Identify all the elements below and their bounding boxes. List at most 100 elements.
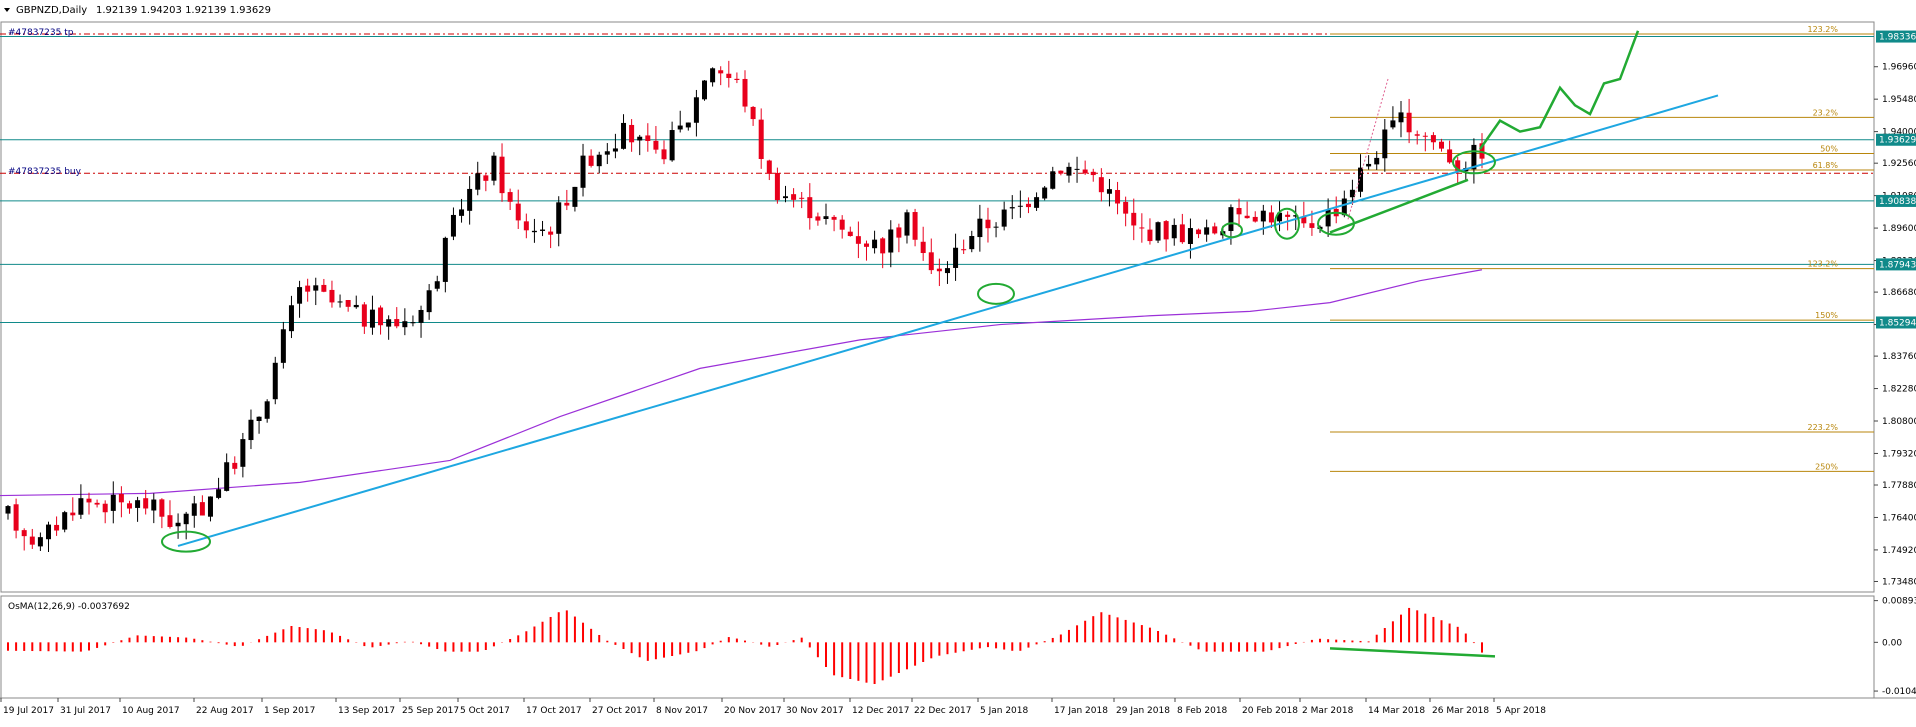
candle[interactable] [1196, 228, 1202, 239]
candle[interactable] [467, 176, 473, 225]
candle[interactable] [774, 167, 780, 204]
candle[interactable] [1098, 168, 1104, 202]
candle[interactable] [782, 185, 788, 203]
candle[interactable] [305, 278, 311, 302]
candle[interactable] [872, 230, 878, 254]
candle[interactable] [386, 315, 392, 340]
candle[interactable] [961, 239, 967, 255]
candle[interactable] [863, 240, 869, 261]
candle[interactable] [855, 221, 861, 259]
candle[interactable] [604, 143, 610, 165]
candle[interactable] [499, 143, 505, 202]
candle[interactable] [151, 493, 157, 524]
candle[interactable] [766, 159, 772, 181]
candle[interactable] [1398, 101, 1404, 138]
candle[interactable] [969, 230, 975, 253]
candle[interactable] [548, 226, 554, 249]
candle[interactable] [78, 484, 84, 519]
candle[interactable] [1058, 170, 1064, 176]
candle[interactable] [1123, 196, 1129, 227]
candle[interactable] [1390, 106, 1396, 130]
candle[interactable] [944, 261, 950, 284]
highlight-ellipse[interactable] [1274, 207, 1300, 240]
menu-triangle-icon[interactable] [4, 8, 10, 12]
candle[interactable] [94, 499, 100, 508]
candle[interactable] [953, 233, 959, 281]
candle[interactable] [5, 504, 11, 520]
candle[interactable] [572, 186, 578, 212]
candle[interactable] [313, 277, 319, 306]
candle[interactable] [126, 500, 132, 514]
moving-average-line[interactable] [0, 269, 1483, 497]
candle[interactable] [888, 220, 894, 268]
candle[interactable] [1236, 198, 1242, 227]
candle[interactable] [410, 315, 416, 327]
candle[interactable] [847, 226, 853, 237]
candle[interactable] [288, 295, 294, 339]
candle[interactable] [993, 222, 999, 238]
candle[interactable] [272, 356, 278, 405]
candle[interactable] [45, 521, 51, 553]
candle[interactable] [1447, 140, 1453, 164]
candle[interactable] [183, 511, 189, 540]
candle[interactable] [1171, 218, 1177, 246]
highlight-ellipse[interactable] [1452, 150, 1496, 175]
candle[interactable] [677, 110, 683, 133]
candle[interactable] [1260, 204, 1266, 235]
highlight-ellipse[interactable] [977, 282, 1015, 305]
candle[interactable] [62, 510, 68, 533]
candle[interactable] [256, 416, 262, 434]
candle[interactable] [839, 215, 845, 239]
candle[interactable] [361, 302, 367, 334]
candle[interactable] [750, 106, 756, 126]
highlight-ellipse[interactable] [1221, 222, 1243, 239]
candle[interactable] [1163, 220, 1169, 252]
candle[interactable] [483, 174, 489, 192]
candle[interactable] [685, 122, 691, 131]
candle[interactable] [556, 196, 562, 247]
candle[interactable] [1131, 198, 1137, 241]
candle[interactable] [588, 149, 594, 168]
candle[interactable] [264, 399, 270, 423]
candle[interactable] [175, 513, 181, 539]
candle[interactable] [1179, 213, 1185, 244]
candle[interactable] [1082, 160, 1088, 175]
candle[interactable] [742, 70, 748, 113]
candle[interactable] [1406, 98, 1412, 144]
candle[interactable] [977, 204, 983, 252]
candle[interactable] [564, 189, 570, 211]
candle[interactable] [1471, 138, 1477, 184]
candle[interactable] [1050, 166, 1056, 190]
candle[interactable] [1212, 222, 1218, 235]
candle[interactable] [621, 114, 627, 150]
candle[interactable] [1187, 218, 1193, 259]
candle[interactable] [831, 215, 837, 232]
candle[interactable] [669, 121, 675, 162]
candle[interactable] [280, 321, 286, 369]
candle[interactable] [653, 126, 659, 154]
candle[interactable] [199, 495, 205, 516]
candle[interactable] [1115, 181, 1121, 215]
candle[interactable] [232, 456, 238, 475]
candle[interactable] [353, 295, 359, 309]
candle[interactable] [523, 213, 529, 239]
candle[interactable] [13, 498, 19, 539]
candle[interactable] [1422, 132, 1428, 152]
candle[interactable] [645, 123, 651, 152]
candle[interactable] [815, 212, 821, 226]
highlight-ellipse[interactable] [161, 530, 211, 553]
candle[interactable] [143, 489, 149, 515]
candle[interactable] [702, 80, 708, 101]
candle[interactable] [442, 236, 448, 293]
candle[interactable] [612, 133, 618, 159]
candle[interactable] [912, 208, 918, 247]
candle[interactable] [191, 495, 197, 528]
candle[interactable] [1074, 156, 1080, 183]
candle[interactable] [637, 134, 643, 156]
candle[interactable] [1349, 179, 1355, 205]
candle[interactable] [450, 207, 456, 241]
candle[interactable] [1382, 119, 1388, 172]
candle[interactable] [1439, 138, 1445, 152]
candle[interactable] [1025, 197, 1031, 214]
